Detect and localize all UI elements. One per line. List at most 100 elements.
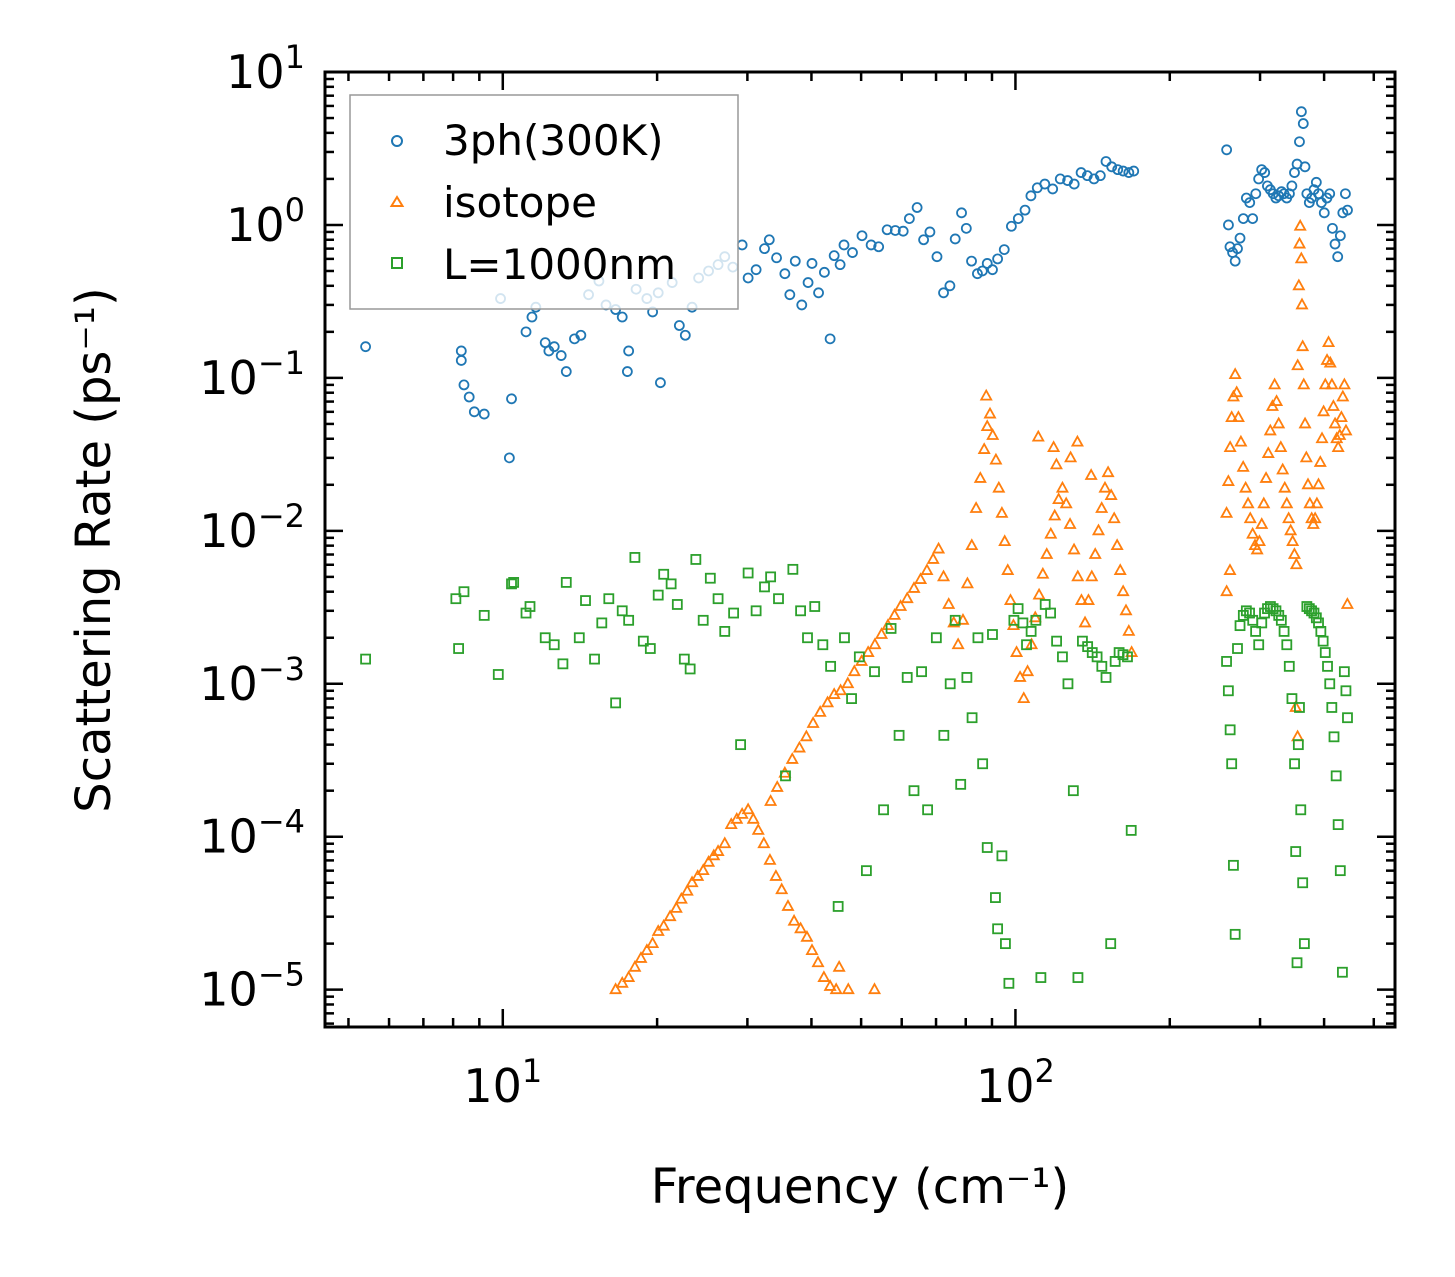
x-axis-title-text: Frequency (cm⁻¹)	[651, 1159, 1069, 1215]
data-point	[1332, 819, 1344, 831]
data-point	[800, 929, 814, 942]
data-point	[1001, 563, 1015, 575]
data-point	[640, 943, 654, 956]
data-point	[1039, 599, 1051, 610]
data-point	[1059, 496, 1073, 509]
data-point	[573, 632, 585, 644]
data-point	[644, 643, 656, 654]
data-point	[1298, 938, 1310, 950]
data-point	[809, 601, 821, 612]
data-point	[1000, 938, 1011, 950]
data-point	[794, 921, 808, 934]
data-point	[1063, 517, 1077, 529]
data-point	[1098, 480, 1112, 493]
data-point	[634, 951, 648, 963]
data-point	[1298, 416, 1312, 429]
data-point	[1289, 557, 1303, 570]
data-point	[1281, 639, 1293, 651]
data-point	[548, 639, 560, 651]
data-point	[690, 554, 702, 565]
data-point	[1096, 660, 1108, 672]
legend-marker-boundary	[391, 257, 403, 269]
data-point	[965, 538, 979, 551]
data-point	[1017, 691, 1031, 703]
x-tick-exp: 1	[522, 1052, 542, 1090]
data-point	[1294, 702, 1305, 713]
data-point	[1291, 957, 1303, 969]
data-point	[838, 239, 850, 251]
data-point	[680, 883, 694, 896]
data-point	[508, 577, 520, 588]
data-point	[1222, 685, 1234, 697]
data-point	[1295, 297, 1309, 310]
data-point	[1221, 144, 1233, 156]
data-point	[1299, 161, 1311, 173]
legend-marker-3ph	[391, 135, 403, 147]
data-point	[622, 970, 636, 982]
data-point	[719, 626, 731, 637]
data-point	[996, 850, 1008, 862]
data-point	[637, 635, 649, 647]
y-tick-base: 10	[199, 504, 258, 558]
data-point	[998, 534, 1012, 547]
x-tick-base: 10	[976, 1059, 1035, 1113]
legend-box	[349, 94, 739, 310]
data-point	[911, 202, 923, 213]
data-point	[524, 601, 536, 612]
data-point	[1247, 213, 1259, 225]
data-point	[1313, 455, 1327, 467]
data-point	[1330, 770, 1342, 782]
data-point	[1339, 423, 1353, 436]
y-tick-exp: −2	[258, 497, 305, 535]
data-point	[1064, 450, 1078, 463]
data-point	[869, 666, 880, 678]
data-point	[1234, 434, 1248, 447]
data-point	[616, 605, 628, 617]
data-point	[623, 345, 635, 357]
data-point	[987, 264, 998, 276]
data-point	[1240, 605, 1252, 617]
data-point	[1049, 457, 1063, 470]
data-point	[1337, 377, 1351, 390]
data-point	[750, 264, 762, 276]
data-point	[802, 277, 814, 288]
data-point	[1221, 474, 1235, 486]
data-point	[1340, 188, 1351, 200]
data-point	[832, 901, 844, 912]
data-point	[1336, 389, 1350, 402]
data-point	[1057, 651, 1068, 663]
data-point	[779, 268, 791, 280]
data-point	[1293, 218, 1307, 231]
data-point	[787, 563, 799, 575]
data-point	[873, 241, 885, 253]
data-point	[1012, 213, 1024, 225]
data-point	[976, 265, 988, 277]
data-point	[799, 729, 813, 742]
data-point	[1105, 938, 1117, 950]
data-point	[1081, 593, 1095, 605]
data-point	[932, 541, 946, 554]
data-point	[1297, 877, 1309, 889]
data-point	[548, 341, 560, 353]
data-point	[796, 299, 808, 311]
data-point	[610, 697, 622, 709]
data-point	[1051, 635, 1062, 647]
data-point	[987, 629, 998, 640]
data-point	[855, 654, 869, 666]
data-point	[1045, 607, 1056, 619]
data-point	[1311, 477, 1326, 490]
data-point	[1319, 647, 1331, 658]
data-point	[867, 982, 882, 995]
y-tick-base: 10	[226, 198, 285, 252]
data-point	[1052, 492, 1066, 505]
data-point	[1230, 385, 1244, 398]
data-point	[1070, 434, 1084, 447]
data-point	[691, 869, 705, 881]
data-point	[769, 869, 783, 881]
data-point	[1303, 496, 1317, 509]
data-point	[1296, 339, 1310, 352]
data-point	[944, 678, 956, 690]
legend: 3ph(300K) isotope L=1000nm	[349, 94, 739, 310]
data-point	[560, 577, 572, 588]
